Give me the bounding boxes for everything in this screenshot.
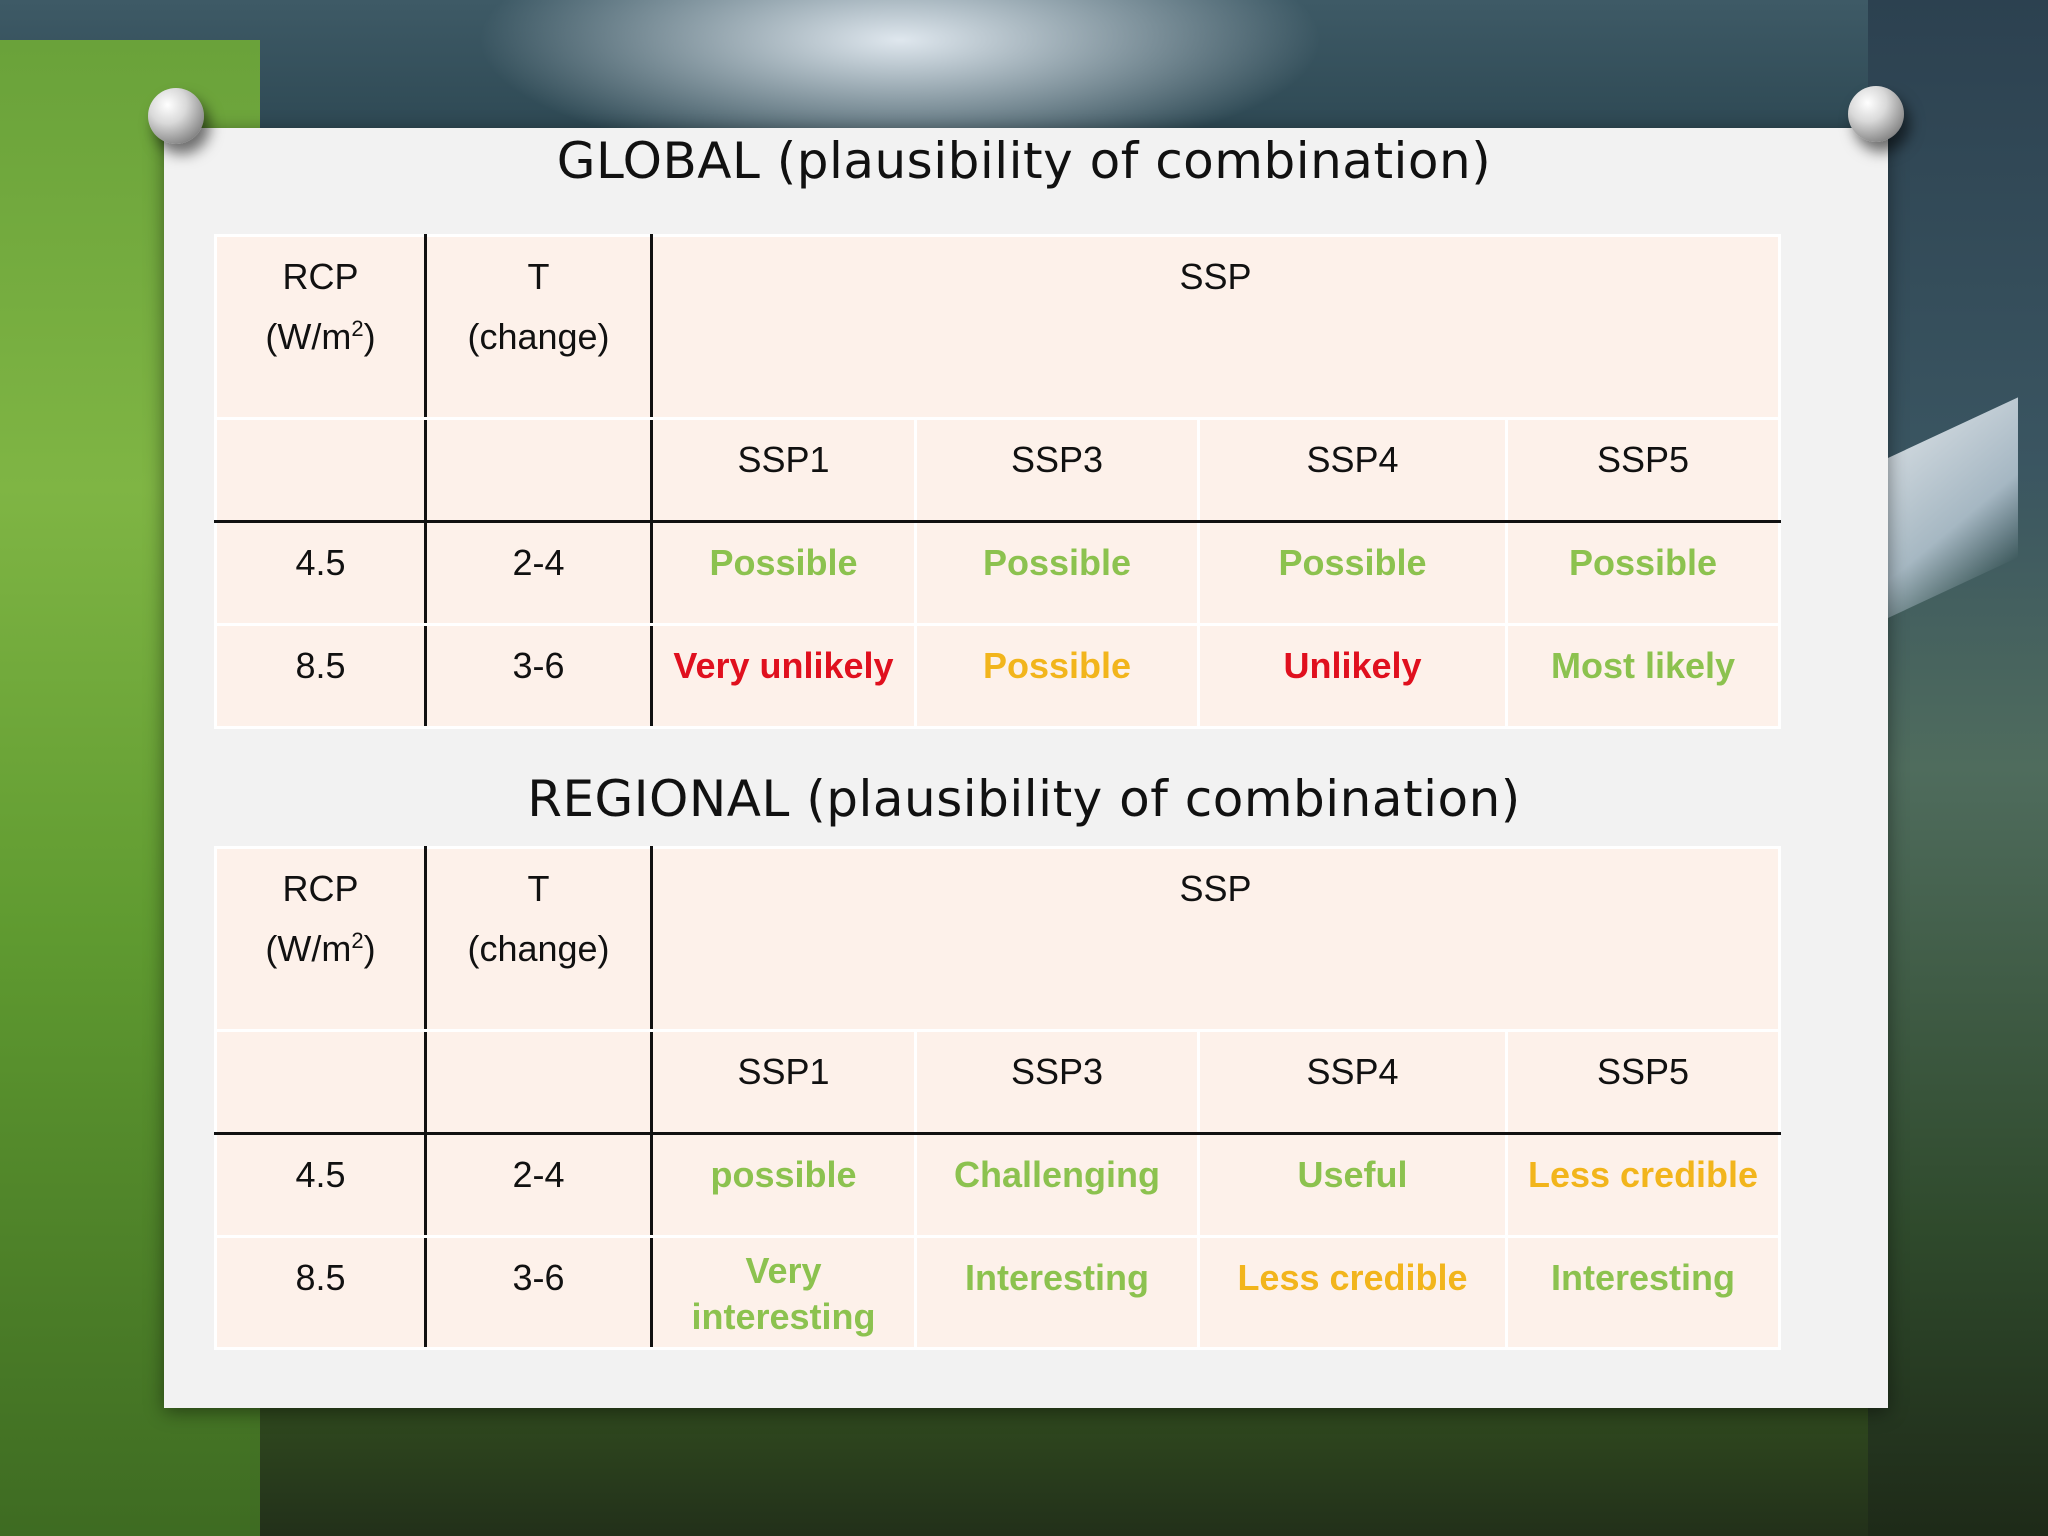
rcp-unit-label: (W/m2) — [265, 316, 376, 357]
rcp-header-cell: RCP (W/m2) — [214, 846, 427, 1032]
t-header-cell: T (change) — [424, 846, 653, 1032]
plausibility-cell: Possible — [1197, 520, 1508, 626]
t-value: 2-4 — [424, 520, 653, 626]
empty-cell — [214, 1029, 427, 1135]
plausibility-value: Possible — [982, 542, 1132, 583]
ssp-column-header: SSP4 — [1197, 1029, 1508, 1135]
plausibility-cell: Useful — [1197, 1132, 1508, 1238]
ssp-column-header: SSP1 — [650, 1029, 917, 1135]
plausibility-cell: possible — [650, 1132, 917, 1238]
ssp-subheader-row: SSP1 SSP3 SSP4 SSP5 — [214, 417, 1782, 523]
empty-cell — [214, 417, 427, 523]
pushpin-icon — [1848, 86, 1904, 142]
ssp-column-header: SSP3 — [914, 417, 1200, 523]
plausibility-value: Possible — [1568, 542, 1718, 583]
ssp-column-header: SSP1 — [650, 417, 917, 523]
ssp-column-header: SSP4 — [1197, 417, 1508, 523]
plausibility-cell: Less credible — [1197, 1235, 1508, 1350]
plausibility-value: Useful — [1297, 1154, 1408, 1195]
plausibility-value: Possible — [1278, 542, 1427, 583]
t-header-label: T — [527, 868, 550, 909]
plausibility-cell: Challenging — [914, 1132, 1200, 1238]
ssp-column-header: SSP5 — [1504, 417, 1782, 523]
plausibility-value: Less credible — [1237, 1257, 1468, 1298]
rcp-header-label: RCP — [282, 256, 359, 297]
table-header-row: RCP (W/m2) T (change) SSP — [214, 846, 1782, 1032]
t-value: 3-6 — [424, 623, 653, 729]
global-table: RCP (W/m2) T (change) SSP SSP1 SSP3 SSP4… — [214, 234, 1782, 729]
rcp-header-cell: RCP (W/m2) — [214, 234, 427, 420]
ssp-subheader-row: SSP1 SSP3 SSP4 SSP5 — [214, 1029, 1782, 1135]
plausibility-cell: Very unlikely — [650, 623, 917, 729]
ssp-column-header: SSP3 — [914, 1029, 1200, 1135]
t-unit-label: (change) — [467, 316, 610, 357]
plausibility-cell: Interesting — [1504, 1235, 1782, 1350]
plausibility-value: Unlikely — [1283, 645, 1422, 686]
rcp-value: 4.5 — [214, 1132, 427, 1238]
rcp-value: 8.5 — [214, 623, 427, 729]
plausibility-cell: Possible — [914, 520, 1200, 626]
t-unit-label: (change) — [467, 928, 610, 969]
plausibility-cell: Possible — [650, 520, 917, 626]
plausibility-cell: Very interesting — [650, 1235, 917, 1350]
table-row: 4.5 2-4 Possible Possible Possible Possi… — [214, 520, 1782, 626]
plausibility-value: Very interesting — [691, 1250, 876, 1337]
t-header-cell: T (change) — [424, 234, 653, 420]
plausibility-value: Possible — [982, 645, 1132, 686]
plausibility-value: possible — [710, 1154, 857, 1195]
plausibility-value: Most likely — [1550, 645, 1736, 686]
plausibility-value: Possible — [709, 542, 858, 583]
rcp-unit-label: (W/m2) — [265, 928, 376, 969]
plausibility-value: Less credible — [1527, 1154, 1759, 1195]
plausibility-value: Very unlikely — [673, 645, 894, 686]
t-value: 2-4 — [424, 1132, 653, 1238]
t-value: 3-6 — [424, 1235, 653, 1350]
plausibility-cell: Possible — [914, 623, 1200, 729]
regional-table: RCP (W/m2) T (change) SSP SSP1 SSP3 SSP4… — [214, 846, 1782, 1350]
plausibility-cell: Unlikely — [1197, 623, 1508, 729]
pushpin-icon — [148, 88, 204, 144]
empty-cell — [424, 1029, 653, 1135]
plausibility-value: Challenging — [954, 1154, 1160, 1195]
ssp-header-cell: SSP — [649, 846, 1782, 1032]
rcp-header-label: RCP — [282, 868, 359, 909]
table-header-row: RCP (W/m2) T (change) SSP — [214, 234, 1782, 420]
table-row: 8.5 3-6 Very unlikely Possible Unlikely … — [214, 623, 1782, 729]
rcp-value: 8.5 — [214, 1235, 427, 1350]
plausibility-cell: Possible — [1504, 520, 1782, 626]
plausibility-value: Interesting — [964, 1257, 1150, 1298]
plausibility-cell: Most likely — [1504, 623, 1782, 729]
background-mountain-right — [1868, 0, 2048, 1536]
t-header-label: T — [527, 256, 550, 297]
plausibility-cell: Less credible — [1504, 1132, 1782, 1238]
ssp-column-header: SSP5 — [1504, 1029, 1782, 1135]
plausibility-value: Interesting — [1551, 1257, 1736, 1298]
table-row: 8.5 3-6 Very interesting Interesting Les… — [214, 1235, 1782, 1350]
rcp-value: 4.5 — [214, 520, 427, 626]
global-section-title: GLOBAL (plausibility of combination) — [556, 132, 1492, 190]
table-row: 4.5 2-4 possible Challenging Useful Less… — [214, 1132, 1782, 1238]
empty-cell — [424, 417, 653, 523]
ssp-header-cell: SSP — [649, 234, 1782, 420]
regional-section-title: REGIONAL (plausibility of combination) — [527, 770, 1521, 828]
plausibility-cell: Interesting — [914, 1235, 1200, 1350]
